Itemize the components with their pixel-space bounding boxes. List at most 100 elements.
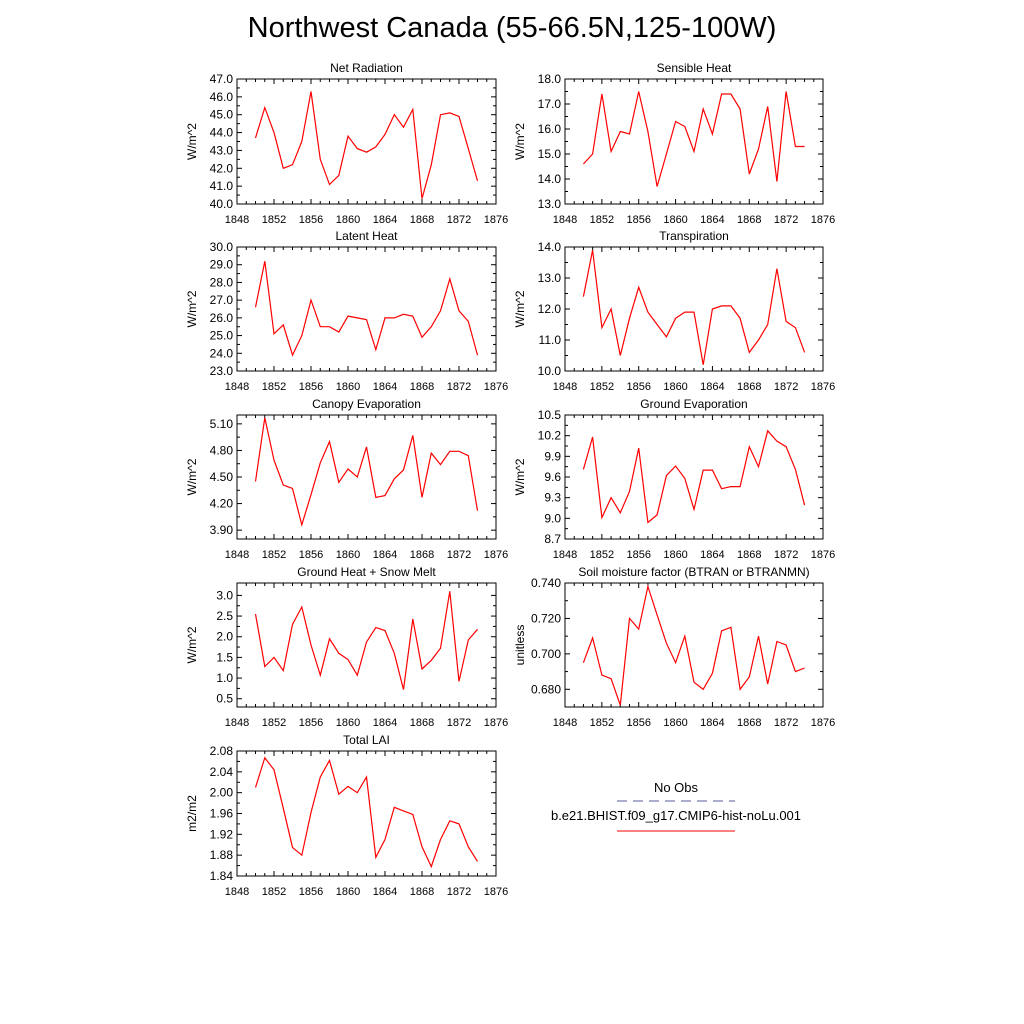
series-line bbox=[582, 584, 805, 706]
x-tick-label: 1876 bbox=[484, 549, 508, 561]
y-tick-label: 30.0 bbox=[210, 240, 234, 254]
y-tick-label: 0.720 bbox=[531, 611, 561, 625]
y-tick-label: 43.0 bbox=[210, 143, 234, 157]
x-tick-label: 1860 bbox=[663, 549, 687, 561]
x-tick-label: 1856 bbox=[299, 717, 323, 729]
x-tick-label: 1856 bbox=[626, 549, 650, 561]
y-axis-label: W/m^2 bbox=[513, 458, 527, 495]
y-tick-label: 28.0 bbox=[210, 275, 234, 289]
x-tick-label: 1876 bbox=[484, 886, 508, 898]
x-tick-label: 1876 bbox=[484, 381, 508, 393]
x-tick-label: 1864 bbox=[373, 717, 397, 729]
y-tick-label: 17.0 bbox=[538, 97, 562, 111]
x-tick-label: 1876 bbox=[811, 549, 835, 561]
y-tick-label: 2.04 bbox=[210, 765, 234, 779]
y-axis-label: W/m^2 bbox=[185, 626, 199, 663]
y-tick-label: 44.0 bbox=[210, 126, 234, 140]
x-tick-label: 1864 bbox=[373, 214, 397, 226]
y-axis-label: W/m^2 bbox=[185, 458, 199, 495]
x-tick-label: 1860 bbox=[336, 549, 360, 561]
x-tick-label: 1872 bbox=[774, 214, 798, 226]
panel-4: Transpiration 1848 1852 1856 1860 1864 1868 187… bbox=[513, 229, 835, 393]
panel-3: Latent Heat 1848 1852 1856 1860 1864 1868 1872 1… bbox=[185, 229, 508, 393]
y-tick-label: 5.10 bbox=[210, 417, 234, 431]
y-axis-label: m2/m2 bbox=[185, 795, 199, 832]
x-tick-label: 1848 bbox=[553, 381, 577, 393]
y-tick-label: 23.0 bbox=[210, 364, 234, 378]
x-tick-label: 1864 bbox=[373, 549, 397, 561]
panel-title: Canopy Evaporation bbox=[312, 397, 421, 411]
x-tick-label: 1872 bbox=[447, 381, 471, 393]
x-tick-label: 1876 bbox=[811, 717, 835, 729]
panel-title: Ground Evaporation bbox=[640, 397, 747, 411]
x-tick-label: 1848 bbox=[225, 381, 249, 393]
y-tick-label: 15.0 bbox=[538, 147, 562, 161]
y-tick-label: 1.5 bbox=[216, 650, 233, 664]
x-tick-label: 1864 bbox=[700, 549, 724, 561]
panel-title: Transpiration bbox=[659, 229, 729, 243]
x-tick-label: 1860 bbox=[663, 214, 687, 226]
panel-title: Soil moisture factor (BTRAN or BTRANMN) bbox=[578, 565, 809, 579]
x-tick-label: 1868 bbox=[737, 717, 761, 729]
x-tick-label: 1848 bbox=[225, 886, 249, 898]
y-tick-label: 29.0 bbox=[210, 258, 234, 272]
x-tick-label: 1868 bbox=[410, 214, 434, 226]
x-tick-label: 1852 bbox=[262, 549, 286, 561]
x-tick-label: 1856 bbox=[626, 381, 650, 393]
x-tick-label: 1856 bbox=[299, 549, 323, 561]
x-tick-label: 1852 bbox=[590, 381, 614, 393]
y-tick-label: 10.0 bbox=[538, 364, 562, 378]
x-tick-label: 1852 bbox=[590, 214, 614, 226]
y-tick-label: 0.740 bbox=[531, 576, 561, 590]
x-tick-label: 1856 bbox=[299, 214, 323, 226]
x-tick-label: 1852 bbox=[262, 717, 286, 729]
panel-title: Latent Heat bbox=[335, 229, 398, 243]
y-tick-label: 0.700 bbox=[531, 647, 561, 661]
x-tick-label: 1848 bbox=[225, 549, 249, 561]
y-tick-label: 4.50 bbox=[210, 470, 234, 484]
x-tick-label: 1868 bbox=[410, 549, 434, 561]
x-tick-label: 1856 bbox=[626, 214, 650, 226]
panel-title: Total LAI bbox=[343, 733, 390, 747]
y-tick-label: 25.0 bbox=[210, 329, 234, 343]
y-tick-label: 9.3 bbox=[544, 491, 561, 505]
x-tick-label: 1856 bbox=[299, 381, 323, 393]
x-tick-label: 1864 bbox=[700, 214, 724, 226]
y-tick-label: 11.0 bbox=[539, 333, 562, 347]
y-tick-label: 47.0 bbox=[210, 72, 234, 86]
y-tick-label: 9.9 bbox=[544, 449, 561, 463]
y-tick-label: 24.0 bbox=[210, 346, 234, 360]
x-tick-label: 1860 bbox=[663, 381, 687, 393]
y-tick-label: 2.00 bbox=[210, 786, 234, 800]
x-tick-label: 1864 bbox=[373, 886, 397, 898]
panel-title: Ground Heat + Snow Melt bbox=[297, 565, 436, 579]
y-tick-label: 3.90 bbox=[210, 523, 234, 537]
x-tick-label: 1864 bbox=[700, 717, 724, 729]
series-line bbox=[254, 591, 478, 690]
x-tick-label: 1864 bbox=[700, 381, 724, 393]
y-tick-label: 16.0 bbox=[538, 122, 562, 136]
y-tick-label: 1.84 bbox=[210, 869, 234, 883]
x-tick-label: 1876 bbox=[484, 717, 508, 729]
panel-2: Sensible Heat 1848 1852 1856 1860 1864 1868 187… bbox=[513, 61, 835, 226]
y-tick-label: 4.80 bbox=[210, 443, 234, 457]
y-tick-label: 1.96 bbox=[210, 807, 234, 821]
plot-frame bbox=[236, 750, 497, 877]
y-tick-label: 18.0 bbox=[538, 72, 562, 86]
plot-frame bbox=[564, 582, 824, 708]
y-tick-label: 8.7 bbox=[544, 532, 561, 546]
x-tick-label: 1848 bbox=[553, 717, 577, 729]
x-tick-label: 1872 bbox=[447, 886, 471, 898]
plot-frame bbox=[564, 78, 824, 205]
x-tick-label: 1848 bbox=[225, 214, 249, 226]
x-tick-label: 1872 bbox=[447, 549, 471, 561]
y-axis-label: W/m^2 bbox=[185, 290, 199, 327]
x-tick-label: 1876 bbox=[484, 214, 508, 226]
y-tick-label: 0.680 bbox=[531, 682, 561, 696]
plot-frame bbox=[564, 414, 824, 540]
y-tick-label: 13.0 bbox=[538, 271, 562, 285]
panel-9: Total LAI 1848 1852 1856 1860 1864 1868 1872 187… bbox=[185, 733, 508, 898]
y-tick-label: 46.0 bbox=[210, 90, 234, 104]
y-axis-label: W/m^2 bbox=[513, 290, 527, 327]
